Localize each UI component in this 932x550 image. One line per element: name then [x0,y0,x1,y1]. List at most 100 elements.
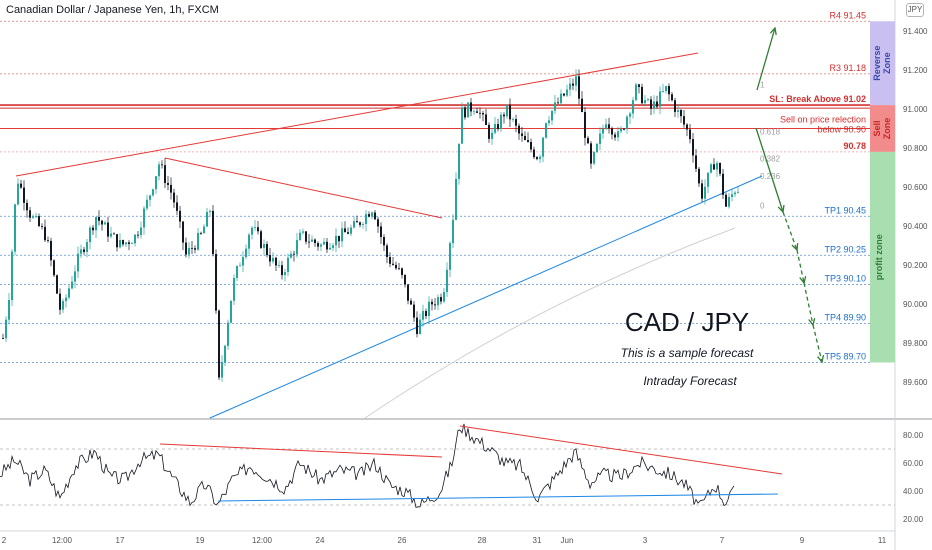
candle-body [71,281,73,289]
candle-body [464,107,466,118]
candle-body [194,248,196,250]
candle-body [128,242,130,244]
candle-body [56,275,58,294]
level-label: SL: Break Above 91.02 [769,94,866,104]
candle-body [452,219,454,244]
y-tick-label: 90.000 [903,300,928,309]
candle-body [437,297,439,306]
x-tick-label: 12:00 [52,536,73,545]
candle-body [479,112,481,114]
level-label: 90.78 [843,141,866,151]
candle-body [665,86,667,91]
candle-body [467,102,469,118]
candle-body [581,98,583,113]
candle-body [374,212,376,220]
candle-body [725,194,727,207]
x-tick-label: 12:00 [252,536,273,545]
candle-body [173,192,175,203]
candle-body [545,123,547,138]
candle-body [77,253,79,272]
candle-body [227,322,229,346]
candle-body [422,311,424,320]
y-tick-label: 91.400 [903,27,928,36]
y-tick-label: 89.800 [903,339,928,348]
candle-body [257,227,259,232]
candle-body [629,113,631,117]
candle-body [308,241,310,243]
candle-body [560,93,562,104]
candle-body [566,89,568,96]
y-tick-label: 91.000 [903,105,928,114]
rsi-resistance-trendline-2 [459,425,783,475]
candle-body [680,110,682,117]
candle-body [521,133,523,136]
candle-body [599,133,601,144]
candle-body [638,84,640,87]
candle-body [83,249,85,252]
candle-body [353,221,355,228]
candle-body [671,94,673,101]
candle-body [533,149,535,158]
candle-body [356,221,358,223]
candle-body [473,111,475,113]
rsi-y-tick-label: 60.00 [903,459,924,468]
candle-body [254,227,256,229]
candle-body [458,143,460,179]
candle-body [548,120,550,124]
candle-body [14,204,16,252]
candle-body [116,234,118,248]
zone-0 [870,21,895,106]
candle-body [314,239,316,244]
zone-label: profit zone [874,234,884,280]
candle-body [296,240,298,255]
candle-body [104,222,106,225]
currency-badge[interactable]: JPY [906,3,924,17]
candle-body [29,210,31,218]
candle-body [86,242,88,252]
candle-body [728,197,730,207]
candle-body [647,99,649,101]
downside-arrow-4 [803,282,814,326]
candle-body [275,257,277,266]
candle-body [686,124,688,130]
upside-arrow-head [769,26,777,36]
candle-body [389,257,391,264]
candle-body [182,221,184,243]
candle-body [326,241,328,250]
candle-body [110,233,112,237]
level-label: TP2 90.25 [824,244,866,254]
candle-body [362,224,364,225]
candle-body [59,293,61,310]
y-tick-label: 90.800 [903,144,928,153]
candle-body [491,132,493,139]
candle-body [344,228,346,233]
candle-body [575,76,577,86]
candle-body [347,232,349,234]
candle-body [425,311,427,317]
candle-body [539,156,541,160]
candle-body [446,269,448,293]
candle-body [716,163,718,170]
candle-body [623,128,625,130]
zone-1 [870,105,895,152]
candle-body [584,112,586,138]
candle-body [74,271,76,282]
candle-body [2,338,4,339]
upside-arrow [756,27,776,91]
candle-body [131,243,133,245]
level-label: TP4 89.90 [824,313,866,323]
candle-body [65,297,67,302]
candle-body [557,102,559,104]
chart-subtitle: This is a sample forecast [621,346,754,360]
candle-body [170,184,172,193]
downside-arrow-5-head [817,355,825,364]
candle-body [107,222,109,237]
candle-body [380,226,382,238]
downside-arrow-2 [782,211,798,251]
candle-body [530,141,532,150]
candle-body [218,310,220,378]
chart-caption: Intraday Forecast [643,374,737,388]
candle-body [542,137,544,157]
